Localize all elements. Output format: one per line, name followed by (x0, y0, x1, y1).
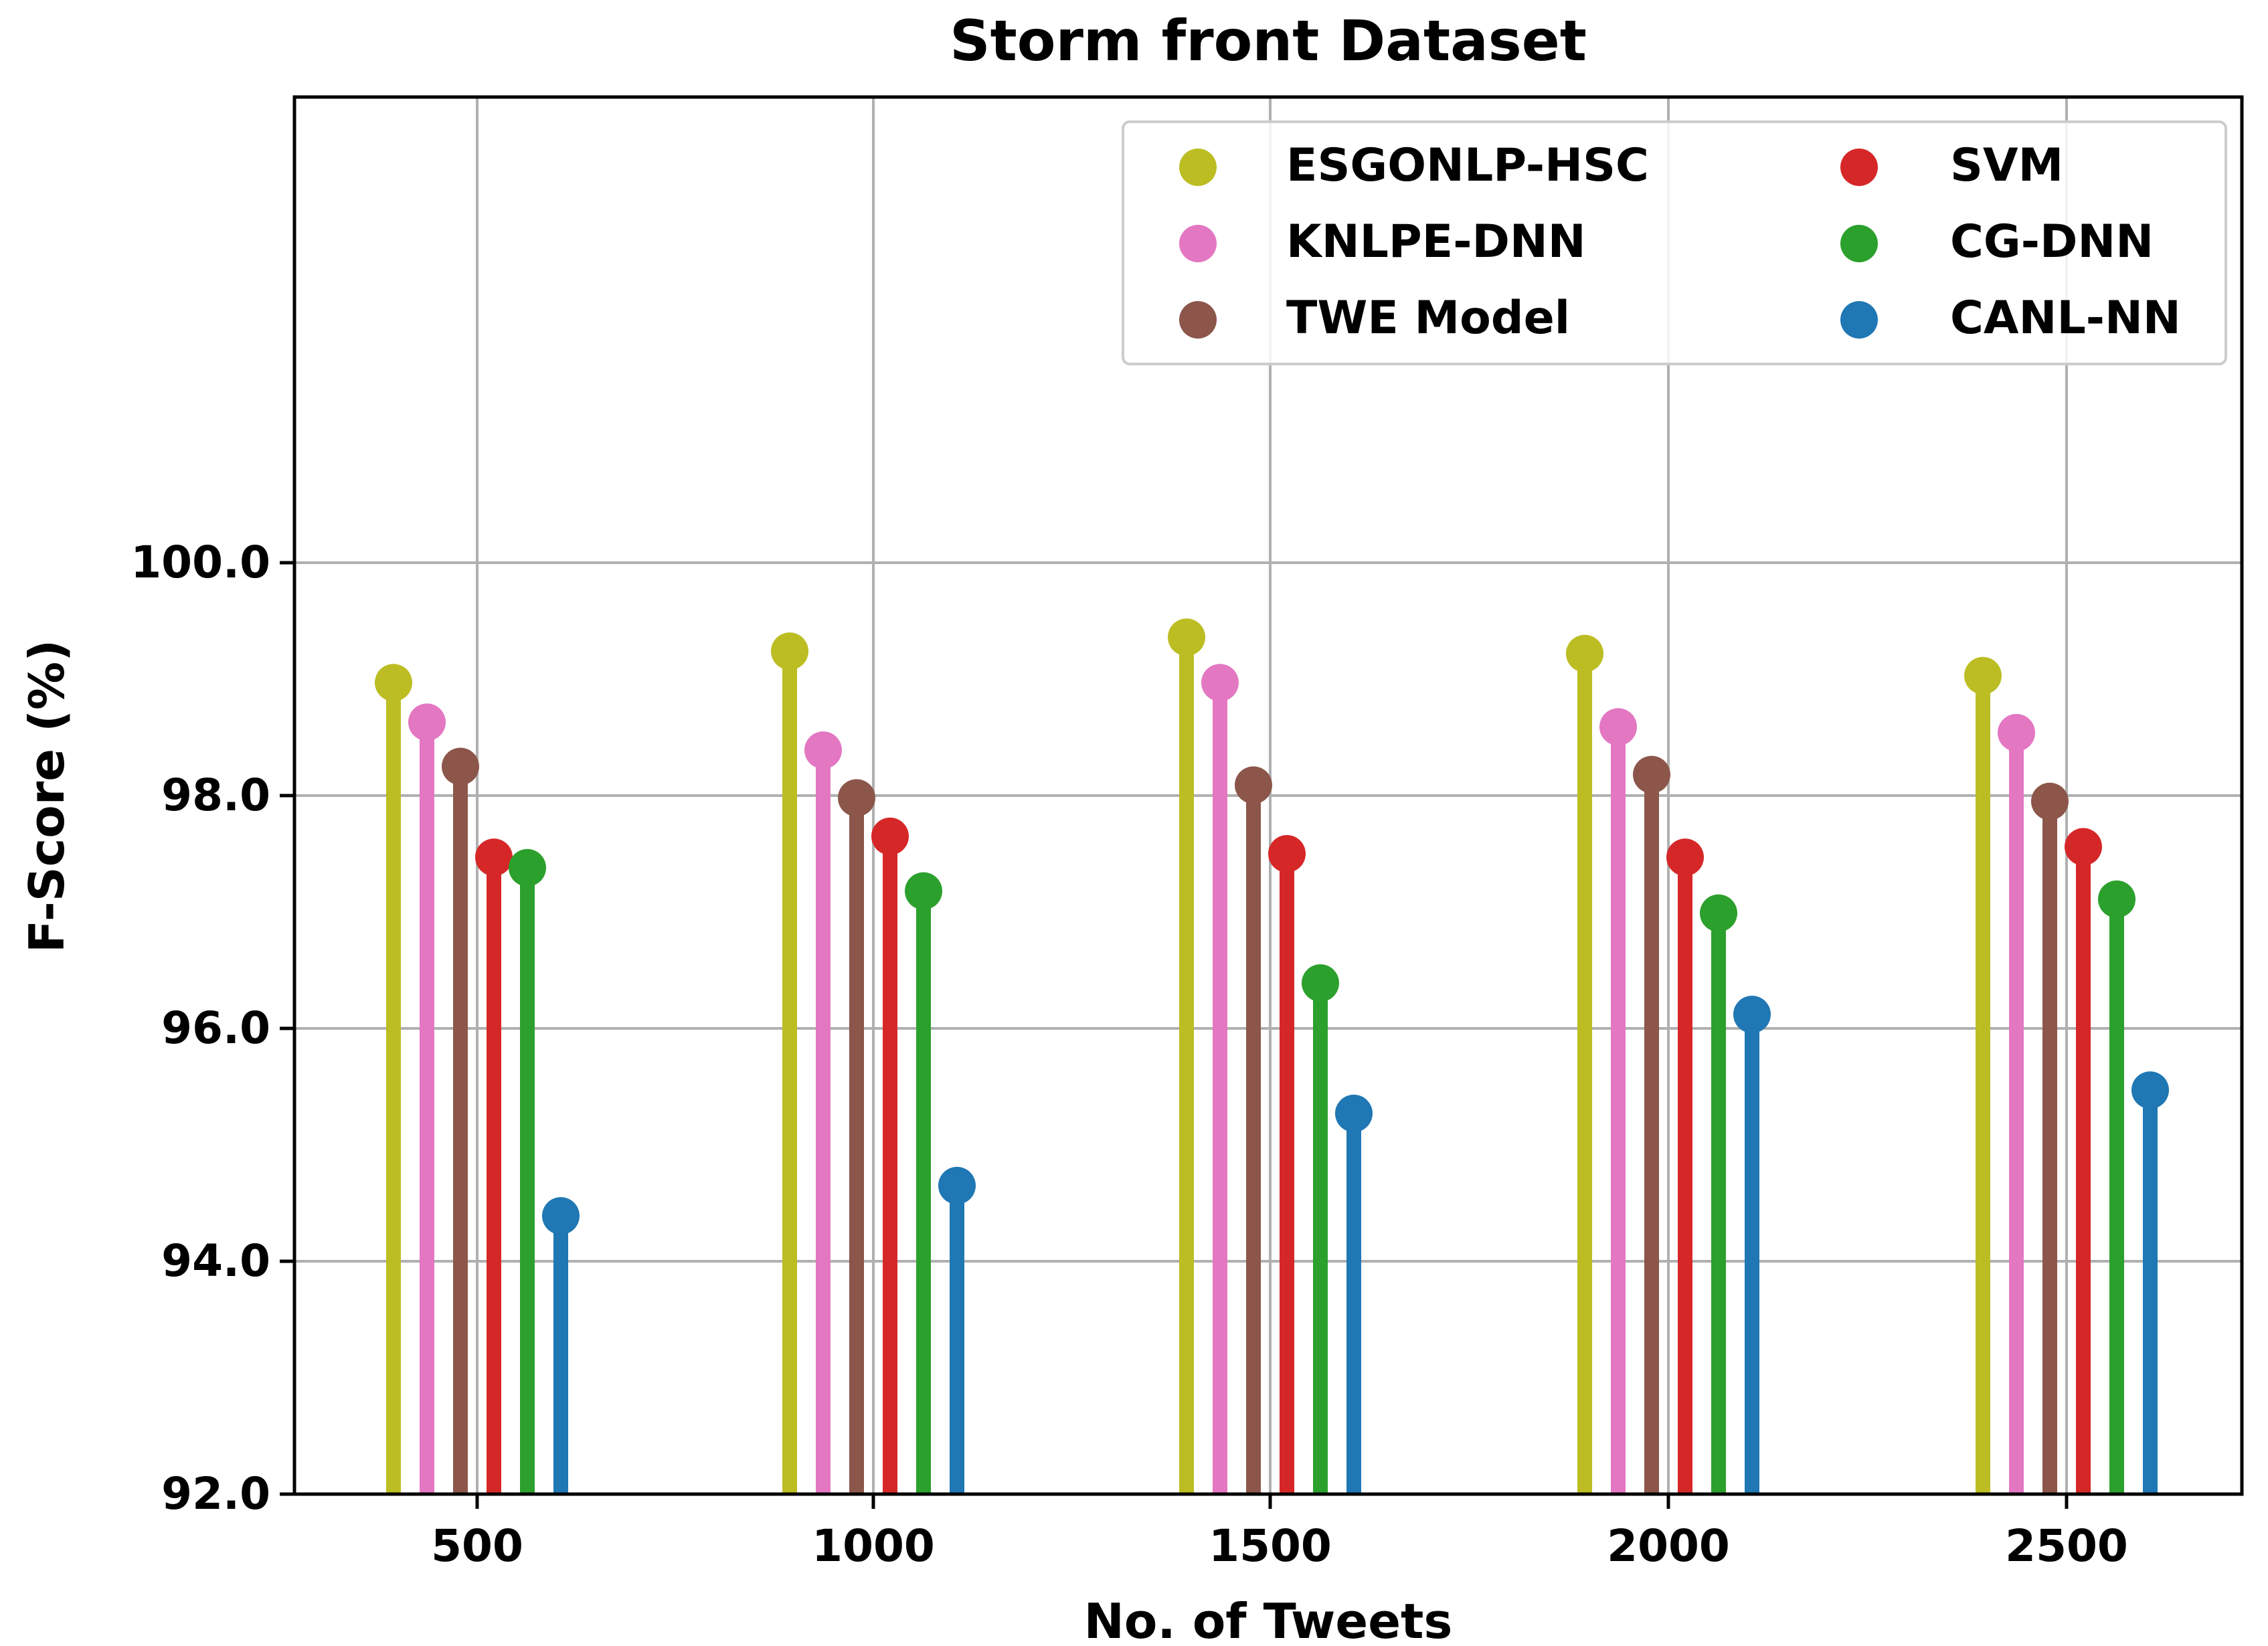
legend-marker (1840, 301, 1878, 339)
stem-marker (1733, 996, 1771, 1034)
stem-marker (871, 817, 909, 855)
stem-marker (1666, 838, 1704, 877)
stem-marker (1566, 634, 1603, 672)
stem-marker (542, 1197, 580, 1235)
x-axis-label: No. of Tweets (1084, 1593, 1453, 1646)
legend: ESGONLP-HSC KNLPE-DNN TWE Model SVM CG-DNN CA… (1122, 120, 2227, 365)
y-tick-label: 96.0 (161, 1002, 270, 1054)
y-tick-label: 94.0 (161, 1235, 270, 1287)
legend-marker (1840, 225, 1878, 262)
series-twe-model (442, 747, 2069, 1494)
chart-title: Storm front Dataset (950, 8, 1587, 74)
x-tick-label: 2500 (2005, 1520, 2128, 1572)
legend-marker (1179, 225, 1217, 262)
stem-marker (1964, 656, 2002, 695)
stems-layer (375, 618, 2169, 1494)
x-tick-label: 2000 (1607, 1520, 1730, 1572)
series-esgonlp-hsc (375, 618, 2002, 1494)
stem-marker (442, 747, 479, 786)
stem-marker (804, 731, 842, 769)
stem-marker (1700, 894, 1737, 932)
stem-marker (509, 848, 546, 887)
legend-label: SVM (1950, 139, 2063, 192)
stem-marker (905, 872, 942, 910)
stem-marker (1998, 714, 2035, 752)
stem-marker (2065, 828, 2102, 866)
series-knlpe-dnn (408, 664, 2035, 1494)
stem-marker (375, 664, 412, 702)
stem-marker (475, 838, 513, 877)
stem-marker (1268, 835, 1306, 873)
legend-label: ESGONLP-HSC (1286, 139, 1649, 192)
stem-marker (771, 632, 808, 670)
legend-label: CANL-NN (1950, 292, 2181, 345)
stem-marker (1235, 766, 1272, 804)
series-svm (475, 817, 2102, 1494)
stem-marker (2031, 782, 2069, 820)
y-tick-label: 100.0 (130, 537, 270, 588)
y-axis-label: F-Score (%) (19, 640, 75, 953)
stem-marker (1335, 1095, 1373, 1133)
y-tick-label: 98.0 (161, 769, 270, 821)
x-tick-label: 1500 (1209, 1520, 1332, 1572)
legend-label: CG-DNN (1950, 215, 2154, 268)
tick-marks: 92.0 94.0 96.0 98.0 100.0 500 1000 1500 2000 2500 (130, 537, 2128, 1572)
stem-marker (2131, 1071, 2169, 1109)
legend-marker (1179, 149, 1217, 186)
stem-marker (1633, 755, 1670, 794)
legend-marker (1840, 149, 1878, 186)
stem-marker (1168, 618, 1205, 656)
stem-marker (838, 779, 875, 817)
stem-marker (1302, 964, 1339, 1002)
x-tick-label: 1000 (812, 1520, 935, 1572)
stem-marker (408, 703, 446, 741)
series-canl-nn (542, 996, 2169, 1494)
series-cg-dnn (509, 848, 2135, 1494)
x-tick-label: 500 (431, 1520, 523, 1572)
stem-marker (1201, 664, 1239, 702)
stem-marker (938, 1166, 976, 1204)
legend-label: TWE Model (1286, 292, 1570, 345)
legend-label: KNLPE-DNN (1286, 215, 1586, 268)
y-tick-label: 92.0 (161, 1468, 270, 1520)
stem-marker (1599, 708, 1637, 746)
legend-marker (1179, 301, 1217, 339)
stem-marker (2098, 880, 2135, 918)
legend-box (1122, 120, 2227, 365)
